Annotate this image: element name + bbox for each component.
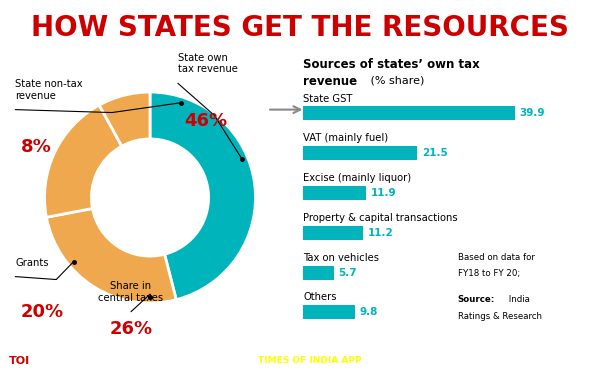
FancyBboxPatch shape xyxy=(304,186,367,200)
Text: FOR MORE  INFOGRAPHICS DOWNLOAD: FOR MORE INFOGRAPHICS DOWNLOAD xyxy=(45,356,251,366)
Text: 9.8: 9.8 xyxy=(360,307,378,318)
Text: Based on data for: Based on data for xyxy=(458,253,535,262)
Text: revenue: revenue xyxy=(304,75,358,88)
Wedge shape xyxy=(99,92,150,146)
Text: 46%: 46% xyxy=(184,112,227,130)
Text: 11.9: 11.9 xyxy=(371,188,397,198)
Text: India: India xyxy=(506,295,530,304)
Text: Tax on vehicles: Tax on vehicles xyxy=(304,253,379,263)
Text: Excise (mainly liquor): Excise (mainly liquor) xyxy=(304,173,412,183)
Text: 20%: 20% xyxy=(21,302,64,321)
Text: State GST: State GST xyxy=(304,93,353,104)
Wedge shape xyxy=(150,92,256,300)
FancyBboxPatch shape xyxy=(304,146,417,160)
Text: 5.7: 5.7 xyxy=(338,268,357,277)
Text: 8%: 8% xyxy=(21,138,52,156)
Text: Sources of states’ own tax: Sources of states’ own tax xyxy=(304,58,480,71)
Text: VAT (mainly fuel): VAT (mainly fuel) xyxy=(304,133,388,143)
FancyBboxPatch shape xyxy=(304,226,362,240)
Text: HOW STATES GET THE RESOURCES: HOW STATES GET THE RESOURCES xyxy=(31,14,569,42)
Text: Share in
central taxes: Share in central taxes xyxy=(98,281,164,303)
Text: Property & capital transactions: Property & capital transactions xyxy=(304,213,458,223)
Text: Source:: Source: xyxy=(458,295,495,304)
Wedge shape xyxy=(44,105,122,217)
Text: Others: Others xyxy=(304,293,337,302)
Text: TIMES OF INDIA APP: TIMES OF INDIA APP xyxy=(258,356,362,366)
Text: State non-tax
revenue: State non-tax revenue xyxy=(15,79,83,101)
Text: 11.2: 11.2 xyxy=(367,228,393,238)
FancyBboxPatch shape xyxy=(304,265,334,280)
Text: State own
tax revenue: State own tax revenue xyxy=(178,53,238,74)
Wedge shape xyxy=(46,209,176,303)
Text: FY18 to FY 20;: FY18 to FY 20; xyxy=(458,269,520,278)
Text: 39.9: 39.9 xyxy=(520,108,545,118)
Text: TOI: TOI xyxy=(8,356,30,366)
Text: (% share): (% share) xyxy=(367,75,424,85)
Text: Grants: Grants xyxy=(15,258,49,268)
FancyBboxPatch shape xyxy=(304,305,355,319)
Text: 26%: 26% xyxy=(109,320,152,338)
Text: 21.5: 21.5 xyxy=(422,148,448,158)
FancyBboxPatch shape xyxy=(3,348,36,374)
Text: Ratings & Research: Ratings & Research xyxy=(458,311,542,321)
FancyBboxPatch shape xyxy=(304,106,515,121)
